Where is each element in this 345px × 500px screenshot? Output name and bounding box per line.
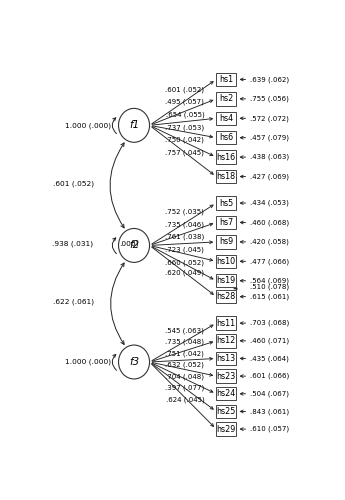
- Text: .564 (.069): .564 (.069): [250, 278, 289, 284]
- Text: .737 (.053): .737 (.053): [165, 124, 205, 130]
- FancyBboxPatch shape: [216, 370, 236, 383]
- Text: f1: f1: [129, 120, 139, 130]
- FancyBboxPatch shape: [216, 334, 236, 347]
- Text: .622 (.061): .622 (.061): [53, 298, 95, 305]
- FancyBboxPatch shape: [216, 404, 236, 418]
- Text: .639 (.062): .639 (.062): [250, 76, 289, 82]
- Text: hs19: hs19: [217, 276, 236, 285]
- Text: hs4: hs4: [219, 114, 233, 123]
- Text: .601 (.052): .601 (.052): [165, 86, 204, 92]
- FancyBboxPatch shape: [216, 316, 236, 330]
- Text: .938 (.031): .938 (.031): [52, 240, 93, 247]
- Text: hs10: hs10: [217, 257, 236, 266]
- Text: hs6: hs6: [219, 133, 233, 142]
- FancyBboxPatch shape: [216, 170, 236, 183]
- Text: .545 (.063): .545 (.063): [166, 328, 204, 334]
- FancyBboxPatch shape: [216, 112, 236, 125]
- Text: .755 (.056): .755 (.056): [250, 96, 288, 102]
- FancyBboxPatch shape: [216, 422, 236, 436]
- Text: hs25: hs25: [217, 407, 236, 416]
- Text: .601 (.052): .601 (.052): [53, 180, 95, 187]
- Text: f2: f2: [129, 240, 139, 250]
- Text: .750 (.042): .750 (.042): [166, 136, 204, 143]
- Text: .477 (.066): .477 (.066): [250, 258, 289, 264]
- FancyBboxPatch shape: [216, 150, 236, 164]
- Text: .843 (.061): .843 (.061): [250, 408, 289, 414]
- FancyBboxPatch shape: [216, 92, 236, 106]
- Ellipse shape: [119, 345, 149, 379]
- FancyBboxPatch shape: [216, 216, 236, 229]
- Text: .460 (.071): .460 (.071): [250, 338, 289, 344]
- Text: hs5: hs5: [219, 198, 234, 207]
- Text: .620 (.049): .620 (.049): [165, 270, 204, 276]
- Text: .723 (.045): .723 (.045): [166, 246, 204, 253]
- Text: .572 (.072): .572 (.072): [250, 115, 288, 121]
- Text: .615 (.061): .615 (.061): [250, 294, 289, 300]
- Text: hs29: hs29: [217, 424, 236, 434]
- Text: .504 (.067): .504 (.067): [250, 390, 289, 397]
- Text: .761 (.038): .761 (.038): [165, 234, 205, 240]
- FancyBboxPatch shape: [216, 254, 236, 268]
- Text: .000): .000): [119, 240, 139, 247]
- Text: hs24: hs24: [217, 390, 236, 398]
- Text: .397 (.077): .397 (.077): [165, 385, 205, 392]
- Text: .703 (.068): .703 (.068): [250, 320, 289, 326]
- Text: 1.000 (.000): 1.000 (.000): [65, 122, 111, 128]
- Text: hs9: hs9: [219, 238, 234, 246]
- Text: f3: f3: [129, 357, 139, 367]
- Text: .751 (.042): .751 (.042): [166, 350, 204, 357]
- Text: hs23: hs23: [217, 372, 236, 380]
- Text: .495 (.057): .495 (.057): [166, 99, 204, 105]
- Text: .704 (.048): .704 (.048): [165, 374, 204, 380]
- FancyBboxPatch shape: [216, 387, 236, 400]
- Text: .660 (.052): .660 (.052): [165, 259, 204, 266]
- Text: .420 (.058): .420 (.058): [250, 238, 288, 245]
- Text: .735 (.046): .735 (.046): [165, 221, 204, 228]
- Text: .757 (.045): .757 (.045): [166, 150, 204, 156]
- FancyBboxPatch shape: [216, 352, 236, 365]
- Text: hs11: hs11: [217, 318, 236, 328]
- Text: .735 (.048): .735 (.048): [165, 339, 204, 345]
- Ellipse shape: [119, 108, 149, 142]
- Text: .610 (.057): .610 (.057): [250, 426, 289, 432]
- Text: hs2: hs2: [219, 94, 234, 104]
- Text: .632 (.052): .632 (.052): [166, 362, 204, 368]
- Text: hs13: hs13: [217, 354, 236, 363]
- Text: .510 (.078): .510 (.078): [250, 284, 289, 290]
- FancyBboxPatch shape: [216, 131, 236, 144]
- Text: hs1: hs1: [219, 75, 233, 84]
- FancyBboxPatch shape: [216, 196, 236, 210]
- Text: .752 (.035): .752 (.035): [166, 208, 204, 215]
- FancyBboxPatch shape: [216, 274, 236, 287]
- Text: .457 (.079): .457 (.079): [250, 134, 289, 141]
- Text: .427 (.069): .427 (.069): [250, 174, 289, 180]
- Text: .438 (.063): .438 (.063): [250, 154, 289, 160]
- Text: hs7: hs7: [219, 218, 234, 227]
- Text: 1.000 (.000): 1.000 (.000): [65, 358, 111, 365]
- Text: hs28: hs28: [217, 292, 236, 301]
- Text: .624 (.045): .624 (.045): [166, 396, 204, 403]
- Ellipse shape: [119, 228, 149, 262]
- Text: hs18: hs18: [217, 172, 236, 181]
- FancyBboxPatch shape: [216, 290, 236, 304]
- Text: .435 (.064): .435 (.064): [250, 355, 288, 362]
- Text: hs16: hs16: [217, 152, 236, 162]
- Text: .460 (.068): .460 (.068): [250, 219, 289, 226]
- FancyBboxPatch shape: [216, 72, 236, 86]
- Text: .601 (.066): .601 (.066): [250, 373, 289, 380]
- Text: .654 (.055): .654 (.055): [166, 112, 204, 118]
- FancyBboxPatch shape: [216, 235, 236, 248]
- Text: .434 (.053): .434 (.053): [250, 200, 288, 206]
- Text: hs12: hs12: [217, 336, 236, 345]
